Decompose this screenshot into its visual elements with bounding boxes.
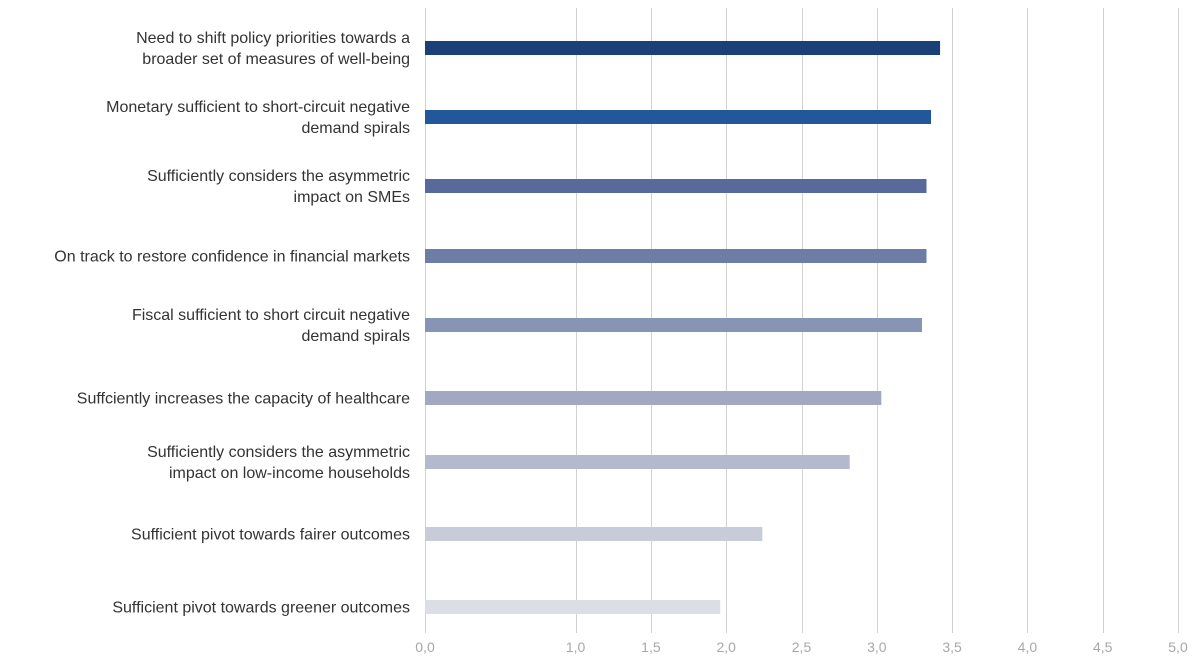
x-tick-label: 3,0	[867, 639, 887, 655]
bar	[425, 455, 850, 469]
category-label: Sufficiently considers the asymmetric imp…	[147, 444, 410, 482]
x-tick-label: 2,5	[792, 639, 812, 655]
category-label: Suffciently increases the capacity of he…	[77, 391, 410, 408]
bar	[425, 179, 927, 193]
bar	[425, 110, 932, 124]
x-tick-label: 3,5	[942, 639, 962, 655]
x-tick-label: 2,0	[716, 639, 736, 655]
bar	[425, 527, 763, 541]
category-label: Need to shift policy priorities towards …	[136, 30, 410, 68]
x-tick-label: 4,0	[1018, 639, 1038, 655]
x-axis-tick-labels: 0,0 1,0 1,5 2,0 2,5 3,0 3,5 4,0 4,5 5,0	[415, 639, 1188, 655]
bars	[425, 41, 941, 614]
category-label: Sufficiently considers the asymmetric imp…	[147, 168, 410, 206]
x-tick-label: 4,5	[1093, 639, 1113, 655]
bar	[425, 41, 941, 55]
x-tick-label: 0,0	[415, 639, 435, 655]
category-labels: Need to shift policy priorities towards …	[54, 30, 410, 617]
category-label: Sufficient pivot towards greener outcome…	[112, 600, 410, 617]
x-tick-label: 1,5	[641, 639, 661, 655]
bar	[425, 391, 882, 405]
category-label: Monetary sufficient to short-circuit neg…	[106, 99, 410, 137]
category-label: On track to restore confidence in financ…	[54, 249, 410, 266]
x-tick-label: 1,0	[566, 639, 586, 655]
category-label: Fiscal sufficient to short circuit negat…	[132, 307, 410, 345]
bar	[425, 249, 927, 263]
category-label: Sufficient pivot towards fairer outcomes	[131, 527, 410, 544]
x-tick-label: 5,0	[1168, 639, 1188, 655]
bar	[425, 318, 922, 332]
bar	[425, 600, 721, 614]
